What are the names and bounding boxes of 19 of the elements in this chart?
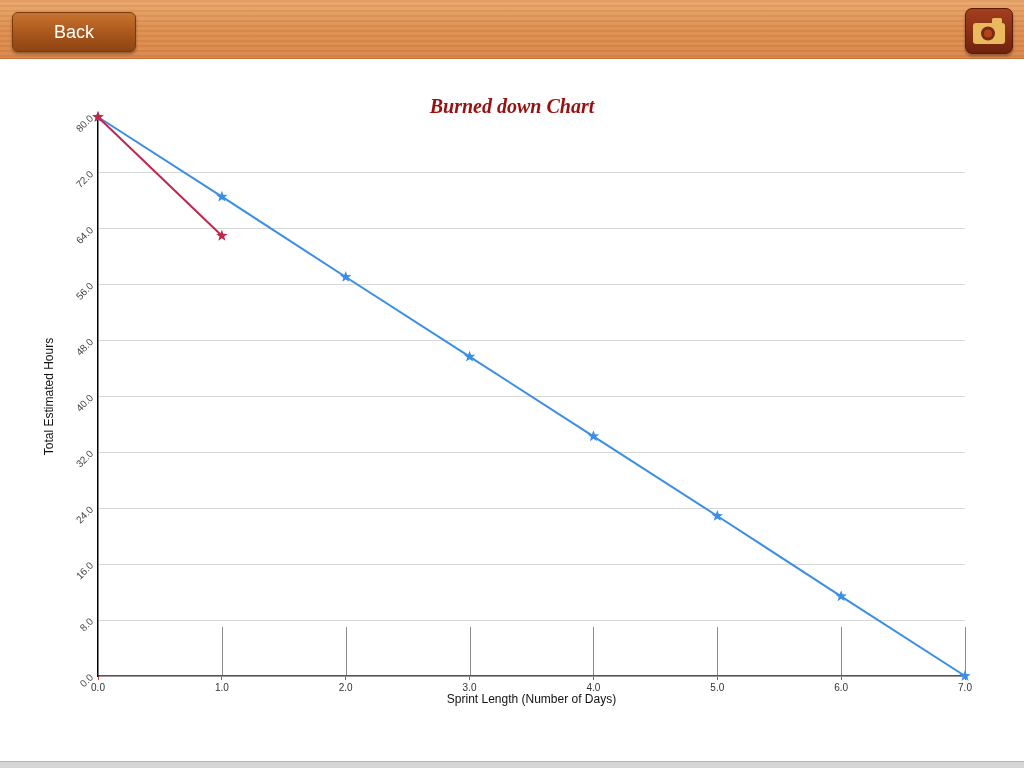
x-tick-label: 1.0 <box>214 681 230 693</box>
y-tick-label: 48.0 <box>73 335 96 358</box>
y-axis-title: Total Estimated Hours <box>41 337 56 456</box>
x-tick-label: 3.0 <box>462 681 477 693</box>
y-tick-label: 56.0 <box>73 279 96 302</box>
x-axis-title: Sprint Length (Number of Days) <box>446 692 617 707</box>
x-tick-label: 7.0 <box>958 681 973 693</box>
y-tick-label: 80.0 <box>73 112 96 135</box>
y-tick-label: 32.0 <box>73 447 96 470</box>
y-tick-label: 72.0 <box>73 168 96 191</box>
x-tick-label: 5.0 <box>710 681 725 693</box>
x-tick-label: 4.0 <box>586 681 601 693</box>
y-tick-label: 8.0 <box>77 615 96 634</box>
x-tick-label: 6.0 <box>834 681 849 693</box>
y-tick-label: 64.0 <box>73 224 96 246</box>
x-tick-label: 0.0 <box>91 681 106 693</box>
chart-title: Burned down Chart <box>428 95 596 118</box>
y-tick-label: 40.0 <box>73 391 96 414</box>
x-tick-label: 2.0 <box>338 681 354 693</box>
